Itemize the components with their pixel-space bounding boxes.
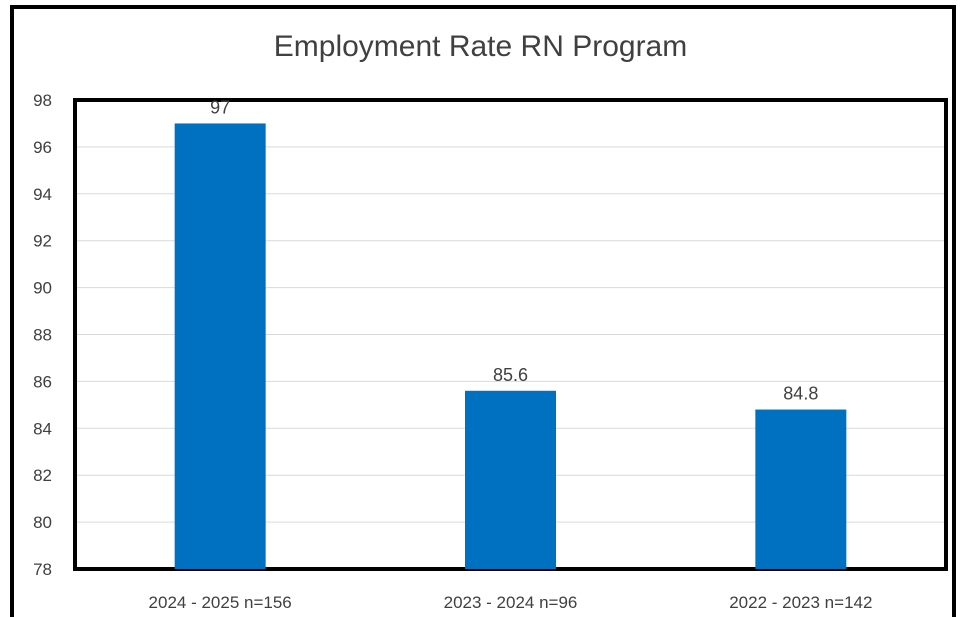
chart-title: Employment Rate RN Program bbox=[273, 30, 688, 63]
y-axis-ticks: 78 80 82 84 86 88 90 92 94 96 98 bbox=[33, 91, 52, 579]
bar bbox=[755, 409, 847, 569]
y-tick-label: 98 bbox=[33, 91, 52, 110]
y-tick-label: 84 bbox=[33, 419, 52, 438]
y-tick-label: 88 bbox=[33, 326, 52, 345]
x-category-label: 2024 - 2025 n=156 bbox=[149, 593, 292, 612]
data-label: 97 bbox=[210, 97, 230, 117]
bar bbox=[174, 123, 266, 569]
data-labels: 97 85.6 84.8 bbox=[210, 97, 818, 403]
y-tick-label: 78 bbox=[33, 560, 52, 579]
y-tick-label: 92 bbox=[33, 232, 52, 251]
y-tick-label: 94 bbox=[33, 185, 52, 204]
data-label: 85.6 bbox=[493, 365, 528, 385]
data-label: 84.8 bbox=[783, 384, 818, 404]
y-tick-label: 82 bbox=[33, 466, 52, 485]
y-tick-label: 90 bbox=[33, 279, 52, 298]
x-axis-categories: 2024 - 2025 n=156 2023 - 2024 n=96 2022 - … bbox=[149, 593, 873, 612]
bars bbox=[174, 123, 847, 569]
y-tick-label: 80 bbox=[33, 513, 52, 532]
x-category-label: 2023 - 2024 n=96 bbox=[444, 593, 578, 612]
x-category-label: 2022 - 2023 n=142 bbox=[729, 593, 872, 612]
y-tick-label: 86 bbox=[33, 372, 52, 391]
y-tick-label: 96 bbox=[33, 138, 52, 157]
bar bbox=[465, 390, 556, 569]
